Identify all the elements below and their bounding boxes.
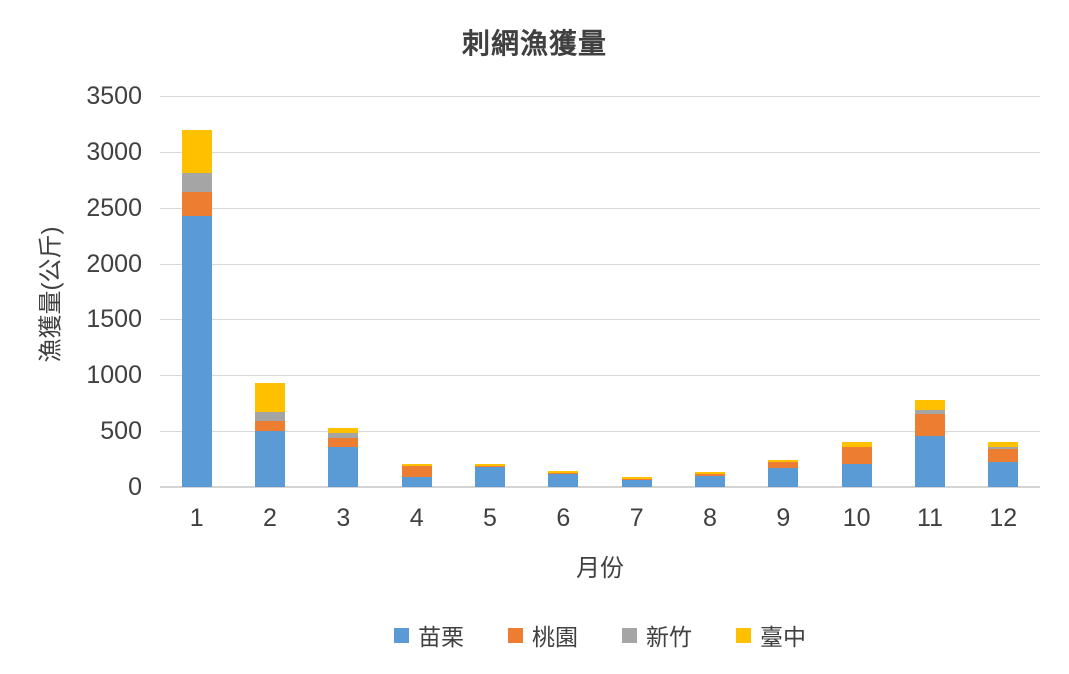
bar-month-10-segment-臺中 [841, 441, 872, 447]
bar-month-1-segment-臺中 [181, 129, 212, 173]
bar-month-9-segment-苗栗 [768, 468, 799, 487]
bar-month-6-segment-桃園 [548, 473, 579, 474]
legend-item-新竹: 新竹 [622, 618, 692, 652]
bar-month-7-segment-桃園 [621, 478, 652, 480]
chart-title: 刺網漁獲量 [461, 28, 607, 59]
bar-month-12-segment-新竹 [988, 447, 1019, 450]
bar-month-1-segment-新竹 [181, 172, 212, 192]
bar-month-8-segment-臺中 [695, 471, 725, 474]
bar-month-8-segment-桃園 [695, 473, 725, 476]
bar-month-2-segment-臺中 [255, 382, 285, 412]
bar-month-3-segment-新竹 [328, 433, 359, 439]
gridline-1500 [160, 319, 1040, 321]
bar-month-6-segment-苗栗 [548, 473, 579, 487]
bar-month-4-segment-桃園 [401, 466, 432, 477]
bar-month-10-segment-苗栗 [841, 463, 872, 487]
legend-item-桃園: 桃園 [508, 618, 578, 652]
bar-month-12-segment-桃園 [988, 449, 1019, 463]
gridline-1000 [160, 375, 1040, 377]
x-tick-label-11: 11 [917, 504, 943, 532]
bar-month-10-segment-桃園 [841, 446, 872, 464]
y-axis-title: 漁獲量(公斤) [37, 226, 65, 363]
gridline-500 [160, 431, 1040, 433]
bar-month-3-segment-臺中 [328, 428, 359, 434]
x-tick-label-10: 10 [842, 504, 871, 532]
bar-month-9-segment-桃園 [768, 462, 799, 469]
y-tick-label-1500: 1500 [86, 305, 142, 334]
x-tick-label-2: 2 [263, 504, 277, 532]
gridline-2500 [160, 207, 1040, 209]
gridline-3500 [160, 96, 1040, 97]
y-tick-label-3000: 3000 [86, 137, 142, 166]
bar-month-5-segment-桃園 [475, 466, 505, 468]
x-tick-label-6: 6 [556, 504, 571, 532]
bar-month-11-segment-苗栗 [915, 436, 945, 487]
y-tick-label-500: 500 [100, 417, 142, 446]
bar-month-1-segment-苗栗 [181, 215, 212, 487]
gridline-2000 [160, 263, 1040, 265]
legend: 苗栗 桃園 新竹 臺中 [160, 618, 1040, 652]
bar-month-3-segment-苗栗 [328, 447, 359, 487]
x-tick-label-9: 9 [776, 504, 791, 532]
bar-month-5-segment-臺中 [475, 463, 505, 467]
y-tick-label-2000: 2000 [86, 249, 142, 278]
legend-label: 新竹 [646, 624, 692, 650]
bar-month-7-segment-苗栗 [621, 479, 652, 487]
gridline-3000 [160, 151, 1040, 153]
gridline-0 [160, 486, 1040, 488]
y-tick-label-2500: 2500 [86, 193, 142, 222]
bar-month-3-segment-桃園 [328, 438, 359, 448]
bar-month-11-segment-新竹 [915, 410, 945, 414]
bar-month-5-segment-苗栗 [475, 467, 505, 487]
plot-area [160, 96, 1040, 488]
bar-month-2-segment-新竹 [255, 411, 285, 422]
legend-marker-icon [508, 627, 523, 643]
bar-month-7-segment-臺中 [621, 476, 652, 479]
x-tick-label-7: 7 [629, 504, 644, 532]
bar-month-11-segment-臺中 [915, 399, 945, 411]
bar-month-2-segment-桃園 [255, 421, 285, 432]
bar-month-12-segment-苗栗 [988, 462, 1019, 487]
y-tick-label-0: 0 [128, 473, 142, 501]
legend-label: 臺中 [760, 624, 806, 650]
bar-month-6-segment-臺中 [548, 471, 579, 474]
bar-month-1-segment-桃園 [181, 191, 212, 216]
y-tick-label-1000: 1000 [86, 361, 142, 390]
legend-label: 桃園 [532, 624, 578, 650]
x-tick-label-3: 3 [336, 504, 351, 532]
x-tick-label-1: 1 [189, 504, 204, 532]
y-tick-label-3500: 3500 [86, 82, 142, 110]
x-tick-label-4: 4 [409, 504, 424, 532]
legend-marker-icon [622, 627, 637, 643]
x-tick-label-5: 5 [483, 504, 497, 532]
legend-marker-icon [736, 627, 751, 643]
bar-month-4-segment-臺中 [401, 463, 432, 467]
bar-month-4-segment-苗栗 [401, 476, 432, 487]
bar-month-12-segment-臺中 [988, 441, 1019, 448]
legend-item-苗栗: 苗栗 [394, 618, 464, 652]
bar-month-9-segment-臺中 [768, 459, 799, 463]
bar-month-2-segment-苗栗 [255, 431, 285, 487]
x-tick-label-12: 12 [989, 504, 1018, 532]
x-axis-title: 月份 [576, 555, 624, 582]
legend-item-臺中: 臺中 [736, 618, 806, 652]
legend-marker-icon [394, 627, 409, 643]
bar-month-8-segment-苗栗 [695, 475, 725, 487]
legend-label: 苗栗 [418, 624, 464, 650]
x-tick-label-8: 8 [703, 504, 717, 532]
bar-month-11-segment-桃園 [915, 413, 945, 437]
